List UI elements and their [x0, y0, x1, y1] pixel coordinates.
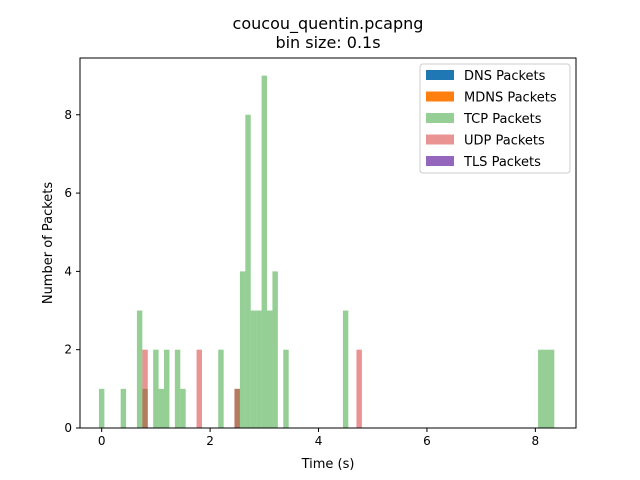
- bar-tcp-packets-19: [342, 310, 349, 428]
- legend-swatch-udp-packets: [426, 134, 454, 145]
- bar-tcp-packets-8: [180, 388, 186, 428]
- bar-udp-packets-3: [356, 349, 362, 428]
- bar-tcp-packets-14: [256, 310, 262, 428]
- y-tick-label: 0: [64, 421, 72, 435]
- bar-tcp-packets-20: [538, 349, 544, 428]
- axes-frame: [79, 57, 577, 429]
- y-tick-label: 6: [64, 186, 72, 200]
- bar-udp-packets-1: [196, 349, 202, 428]
- x-tick-label: 4: [315, 434, 323, 448]
- bar-tcp-packets-6: [164, 349, 170, 428]
- legend-swatch-tcp-packets: [426, 113, 454, 123]
- bar-tcp-packets-16: [267, 310, 273, 428]
- bar-tcp-packets-4: [153, 349, 159, 428]
- chart-title: coucou_quentin.pcapng: [233, 14, 424, 34]
- bars-layer: [98, 75, 555, 429]
- plot-area: [79, 57, 577, 429]
- bar-tcp-packets-0: [98, 388, 105, 428]
- bar-udp-packets-2: [234, 388, 240, 428]
- legend-label-dns-packets: DNS Packets: [464, 69, 546, 84]
- bar-tcp-packets-17: [272, 271, 278, 428]
- bar-tcp-packets-18: [283, 349, 289, 428]
- legend-label-udp-packets: UDP Packets: [464, 134, 545, 149]
- legend-swatch-tls-packets: [426, 156, 454, 166]
- x-tick-label: 8: [532, 434, 540, 448]
- bar-tcp-packets-13: [250, 310, 257, 428]
- bar-tcp-packets-15: [261, 75, 268, 429]
- legend-label-mdns-packets: MDNS Packets: [464, 91, 557, 106]
- x-tick-label: 0: [98, 434, 106, 448]
- bar-tcp-packets-11: [239, 271, 246, 428]
- legend: DNS Packets MDNS Packets TCP Packets UDP Pa…: [419, 63, 571, 174]
- y-axis-label: Number of Packets: [41, 182, 56, 305]
- x-tick-label: 2: [206, 434, 214, 448]
- legend-label-tcp-packets: TCP Packets: [463, 112, 542, 127]
- bar-tcp-packets-12: [245, 114, 251, 429]
- bar-tcp-packets-7: [174, 349, 181, 428]
- y-tick-label: 2: [64, 343, 72, 357]
- x-tick-label: 6: [423, 434, 431, 448]
- legend-box: [419, 63, 571, 174]
- legend-swatch-mdns-packets: [426, 91, 454, 102]
- x-axis-ticks: 0 2 4 6 8: [98, 428, 539, 448]
- chart-subtitle: bin size: 0.1s: [275, 33, 380, 52]
- bar-tcp-packets-2: [136, 310, 143, 428]
- bar-tcp-packets-21: [543, 349, 549, 428]
- x-axis-label: Time (s): [301, 457, 355, 472]
- legend-label-tls-packets: TLS Packets: [463, 155, 541, 170]
- y-axis-ticks: 0 2 4 6 8: [64, 108, 80, 435]
- bar-udp-packets-0: [142, 349, 148, 428]
- bar-tcp-packets-9: [218, 349, 224, 428]
- bar-tcp-packets-5: [158, 388, 165, 428]
- bar-tcp-packets-1: [120, 388, 127, 428]
- bar-tcp-packets-22: [548, 349, 555, 428]
- y-tick-label: 8: [64, 108, 72, 122]
- y-tick-label: 4: [64, 264, 72, 278]
- legend-swatch-dns-packets: [426, 70, 454, 80]
